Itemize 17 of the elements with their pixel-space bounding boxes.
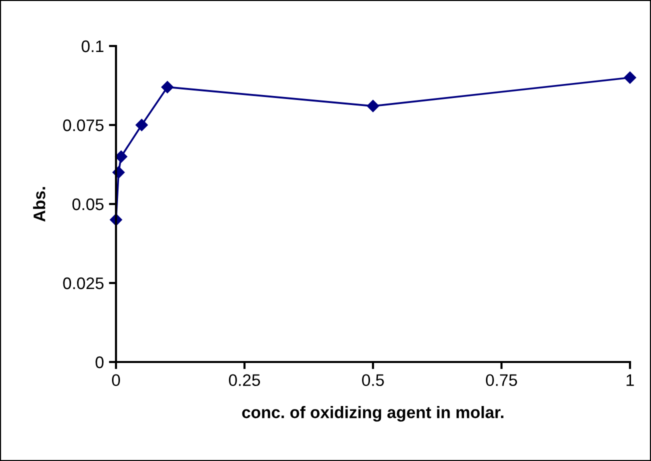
point: [366, 100, 380, 112]
x-tick-label: 0: [112, 374, 120, 386]
x-tick-label: 1: [626, 374, 634, 386]
point: [161, 80, 174, 94]
x-tick-label: 0.25: [228, 374, 260, 386]
point: [624, 72, 636, 84]
point: [136, 118, 148, 132]
point: [115, 150, 128, 163]
y-axis-title: Abs.: [33, 187, 46, 222]
y-tick-label: 0.075: [63, 119, 104, 132]
y-tick-label: 0.025: [63, 277, 104, 290]
x-tick-label: 0.5: [362, 374, 384, 386]
y-tick-label: 0: [96, 356, 104, 368]
y-tick-label: 0.1: [82, 40, 104, 52]
y-tick-label: 0.05: [72, 198, 104, 210]
x-axis-title: conc. of oxidizing agent in molar.: [242, 406, 504, 422]
x-tick-label: 0.75: [486, 374, 518, 386]
